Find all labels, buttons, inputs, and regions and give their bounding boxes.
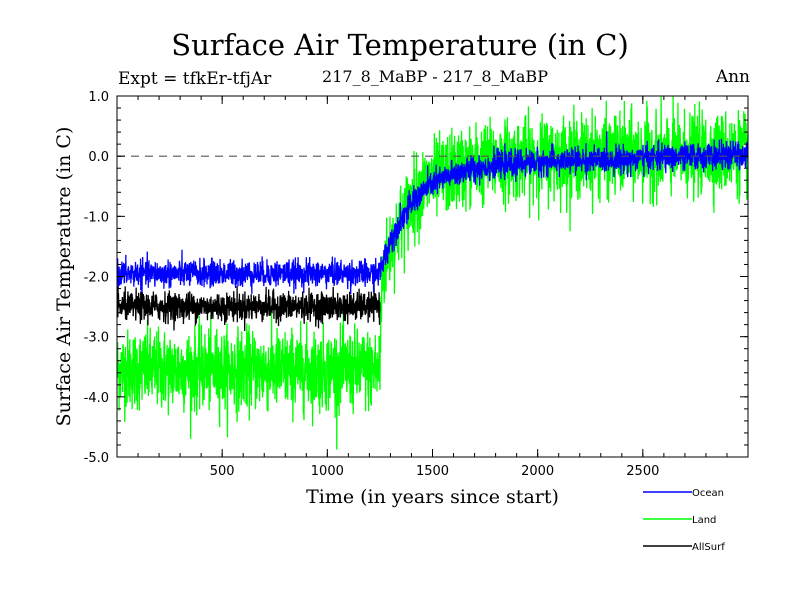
x-tick-label: 1500: [416, 464, 449, 479]
x-tick-label: 2000: [521, 464, 554, 479]
y-axis-title: Surface Air Temperature (in C): [53, 127, 75, 427]
experiment-label: Expt = tfkEr-tfjAr: [118, 69, 272, 89]
chart-title: Surface Air Temperature (in C): [171, 28, 629, 62]
y-tick-label: -1.0: [84, 210, 109, 225]
series-line-ocean: [117, 131, 748, 295]
y-tick-label: -4.0: [84, 391, 109, 406]
x-tick-label: 2500: [626, 464, 659, 479]
legend-label-land: Land: [692, 515, 716, 526]
y-tick-label: -2.0: [84, 271, 109, 286]
y-tick-label: -5.0: [84, 451, 109, 466]
legend-label-ocean: Ocean: [692, 488, 724, 499]
legend-label-allsurf: AllSurf: [692, 542, 725, 553]
y-tick-label: 1.0: [88, 90, 109, 105]
season-label: Ann: [715, 67, 750, 87]
period-label: 217_8_MaBP - 217_8_MaBP: [322, 67, 548, 86]
x-axis-title: Time (in years since start): [306, 486, 559, 508]
y-tick-label: 0.0: [88, 150, 109, 165]
x-tick-label: 500: [210, 464, 235, 479]
x-tick-label: 1000: [311, 464, 344, 479]
series-line-allsurf: [117, 280, 381, 332]
y-tick-label: -3.0: [84, 331, 109, 346]
